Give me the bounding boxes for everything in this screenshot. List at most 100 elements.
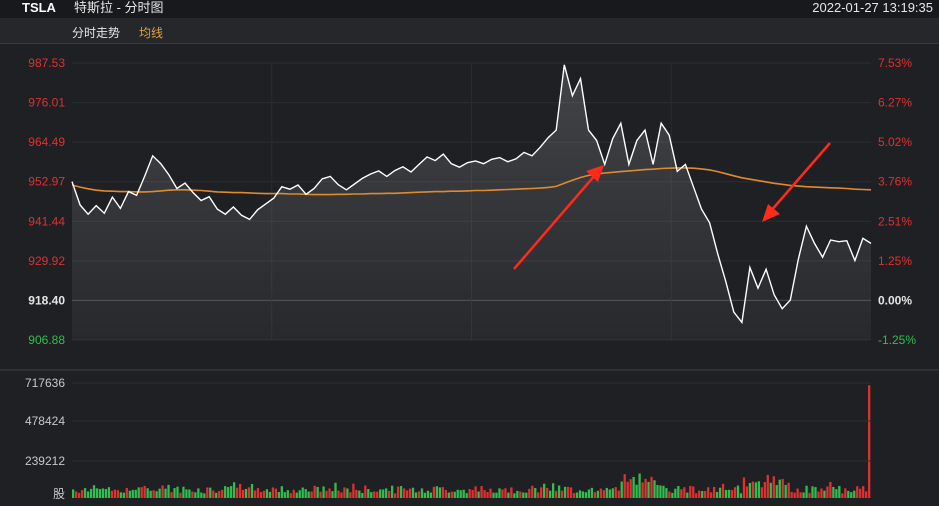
volume-bar — [513, 493, 516, 498]
volume-bar — [805, 485, 808, 498]
volume-bar — [355, 489, 358, 498]
volume-bar — [379, 489, 382, 498]
percent-axis: 7.53% 6.27% 5.02% 3.76% 2.51% 1.25% 0.00% -1.25… — [878, 56, 916, 347]
volume-bar — [325, 490, 328, 498]
volume-bar — [224, 486, 227, 498]
percent-tick-label: 5.02% — [878, 135, 912, 149]
price-tick-label: 929.92 — [28, 254, 65, 268]
volume-bar — [200, 492, 203, 498]
price-tick-label: 964.49 — [28, 135, 65, 149]
tab-average-line[interactable]: 均线 — [139, 26, 164, 40]
volume-bar — [534, 488, 537, 498]
volume-bar — [695, 493, 698, 498]
volume-bar — [754, 482, 758, 498]
volume-bar — [143, 485, 146, 498]
volume-bar — [86, 491, 90, 498]
percent-tick-label: 2.51% — [878, 214, 912, 228]
volume-bar — [185, 489, 188, 498]
price-tick-label: 987.53 — [28, 56, 65, 70]
volume-bar — [510, 487, 513, 498]
volume-bar — [596, 490, 599, 498]
volume-bar — [110, 490, 114, 498]
volume-bar — [250, 484, 254, 498]
volume-bar — [370, 492, 373, 498]
volume-bar — [194, 492, 197, 498]
volume-bar — [483, 490, 486, 498]
volume-bar — [784, 484, 787, 498]
volume-bar — [218, 490, 221, 498]
volume-bar — [158, 488, 161, 498]
volume-bar — [414, 492, 418, 498]
volume-bar — [701, 491, 704, 498]
divider — [0, 43, 939, 44]
volume-bar — [304, 489, 307, 498]
volume-bar — [408, 488, 412, 498]
volume-bar — [644, 478, 647, 498]
volume-tick-label: 478424 — [25, 414, 65, 428]
volume-bar — [206, 487, 209, 498]
volume-bar — [232, 482, 236, 498]
volume-bar — [256, 488, 260, 498]
volume-bar — [557, 485, 561, 498]
volume-bar — [838, 485, 841, 498]
volume-bar — [456, 489, 459, 498]
volume-bar — [337, 490, 340, 498]
volume-bar — [799, 492, 802, 498]
volume-bar — [352, 483, 355, 498]
price-tick-label: 976.01 — [28, 96, 65, 110]
volume-bar — [504, 488, 507, 498]
volume-bar — [543, 483, 546, 498]
volume-bar — [593, 492, 597, 498]
tab-intraday[interactable]: 分时走势 — [72, 26, 121, 40]
volume-bar — [641, 482, 644, 498]
volume-bar — [113, 489, 117, 498]
price-tick-label: 941.44 — [28, 214, 65, 228]
volume-bar — [847, 490, 850, 498]
volume-bar — [832, 486, 835, 498]
volume-bar — [310, 491, 313, 498]
volume-bar — [552, 483, 555, 498]
volume-bar — [745, 486, 749, 498]
volume-bar — [638, 473, 641, 498]
volume-bar — [569, 487, 573, 498]
volume-bar — [385, 488, 388, 498]
volume-bar — [176, 486, 179, 498]
volume-bar — [340, 492, 343, 498]
volume-bar — [215, 492, 218, 498]
volume-bar — [98, 488, 102, 498]
volume-bar — [146, 488, 149, 498]
volume-bar — [686, 492, 689, 498]
volume-bar — [724, 490, 728, 498]
volume-bar — [361, 492, 364, 498]
price-axis: 987.53 976.01 964.49 952.97 941.44 929.92 918.… — [28, 56, 65, 347]
volume-bar — [364, 485, 367, 498]
volume-bar — [292, 489, 295, 498]
volume-bar — [775, 485, 778, 498]
volume-bar — [727, 489, 731, 498]
volume-bar — [817, 491, 820, 498]
volume-bar — [411, 487, 415, 498]
volume-bar — [155, 491, 158, 498]
volume-bar — [575, 492, 579, 498]
volume-bar — [554, 490, 558, 498]
volume-bar — [131, 489, 134, 498]
volume-bar — [498, 488, 501, 498]
volume-bar — [432, 486, 436, 498]
volume-bar — [447, 492, 450, 498]
volume-bar — [313, 485, 316, 498]
volume-bar — [122, 492, 125, 498]
volume-bar — [334, 482, 337, 498]
volume-bar — [590, 487, 594, 498]
volume-bar — [298, 490, 301, 498]
volume-bar — [274, 488, 278, 498]
volume-bar — [197, 488, 200, 498]
volume-bar — [721, 483, 725, 498]
volume-bar — [808, 492, 811, 498]
volume-bar — [221, 489, 224, 498]
ticker-symbol: TSLA — [22, 0, 56, 15]
volume-bar — [420, 488, 424, 498]
volume-bar — [602, 490, 605, 498]
volume-bar — [859, 488, 862, 498]
price-tick-label: 906.88 — [28, 333, 65, 347]
average-price-line — [71, 167, 872, 196]
